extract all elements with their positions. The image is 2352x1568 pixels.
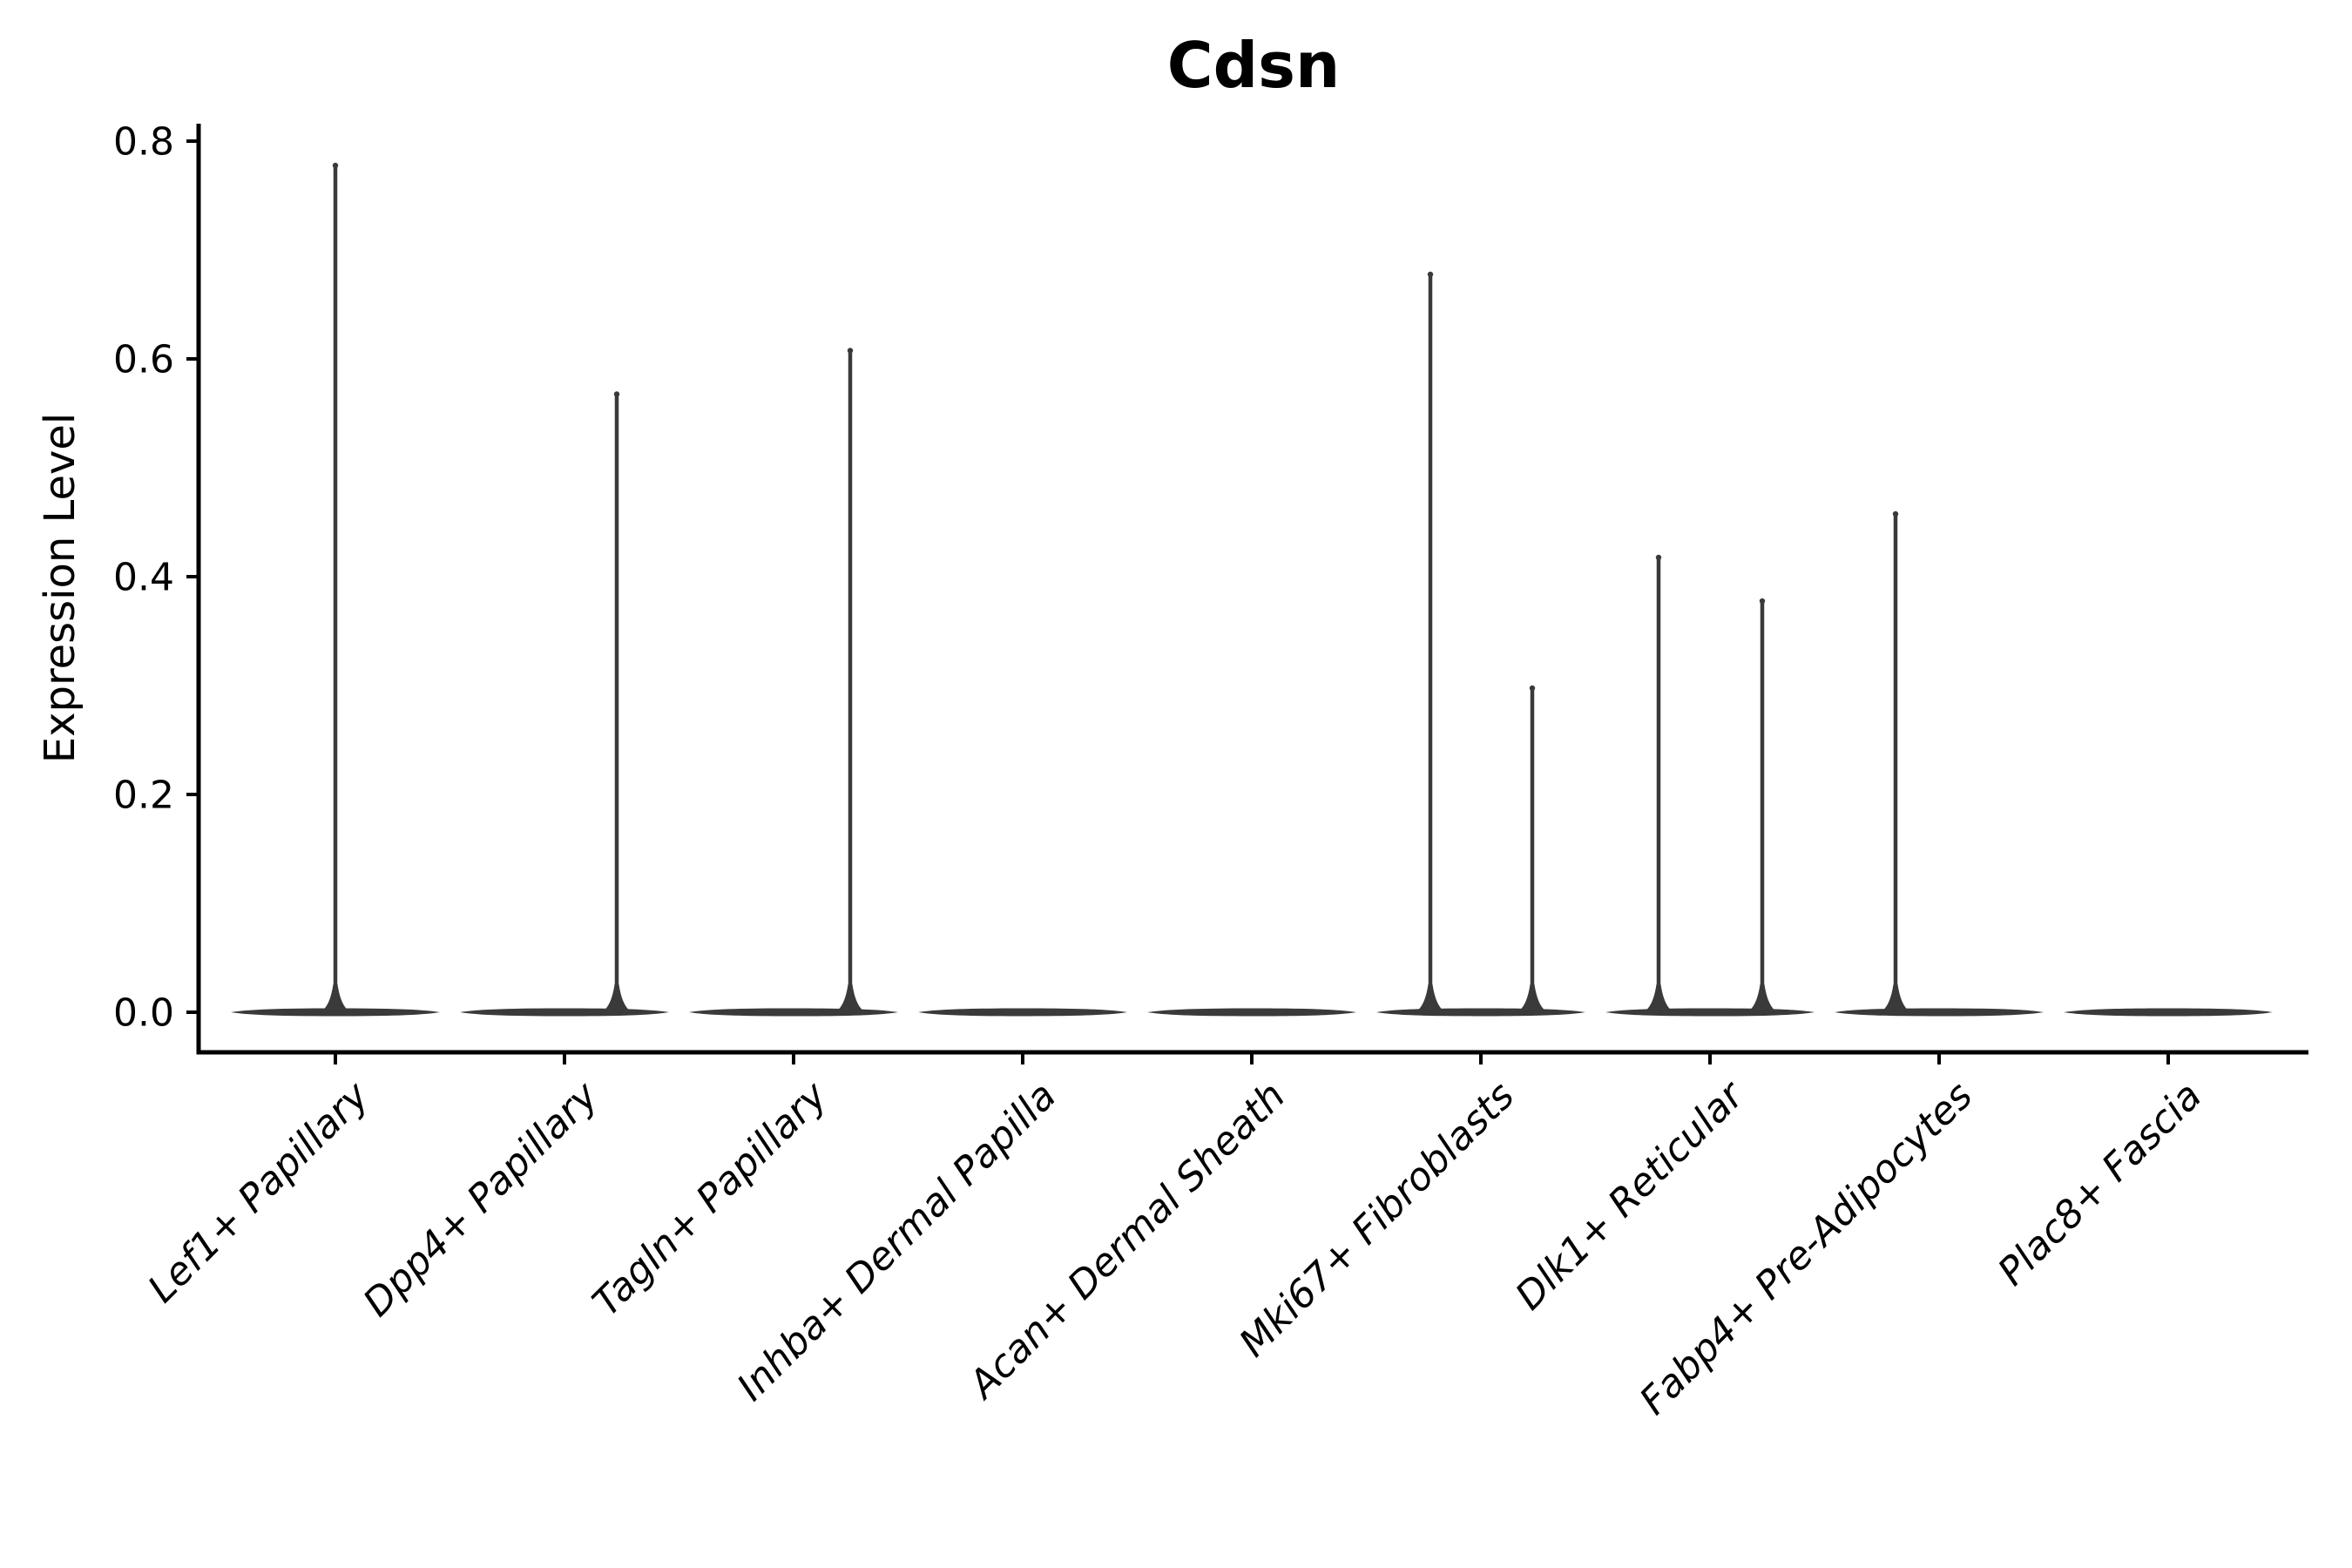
violin-base	[2064, 1008, 2273, 1017]
x-tick-label: Lef1+ Papillary	[139, 1073, 378, 1312]
x-tick-label: Dlk1+ Reticular	[1507, 1071, 1754, 1318]
violin-spike-tip	[1427, 271, 1434, 278]
x-tick-label: Plac8+ Fascia	[1990, 1073, 2210, 1294]
violin-spike-tip	[1892, 510, 1899, 517]
x-tick-label: Dpp4+ Papillary	[355, 1073, 607, 1326]
y-tick-label: 0.4	[113, 555, 174, 599]
violin-spike-tip	[613, 391, 620, 397]
violin-base	[918, 1008, 1127, 1017]
x-tick-label: Tagln+ Papillary	[585, 1073, 836, 1325]
violin-base	[460, 1008, 669, 1017]
violin-base	[1147, 1008, 1356, 1017]
violin-base	[689, 1008, 898, 1017]
violin-spike-tip	[1529, 685, 1536, 692]
y-tick-label: 0.0	[113, 990, 174, 1035]
y-tick-label: 0.2	[113, 773, 174, 817]
violin-spike-tip	[847, 348, 854, 354]
violin-base	[1376, 1008, 1585, 1017]
violin-base	[1605, 1008, 1815, 1017]
violin-spike-tip	[332, 162, 339, 169]
y-axis-label: Expression Level	[36, 413, 84, 764]
y-tick-label: 0.8	[113, 119, 174, 164]
violin-spike-tip	[1655, 554, 1662, 561]
violin-base	[1835, 1008, 2044, 1017]
chart-title: Cdsn	[1167, 29, 1341, 102]
violin-spike-tip	[1759, 598, 1766, 605]
y-tick-label: 0.6	[113, 337, 174, 382]
